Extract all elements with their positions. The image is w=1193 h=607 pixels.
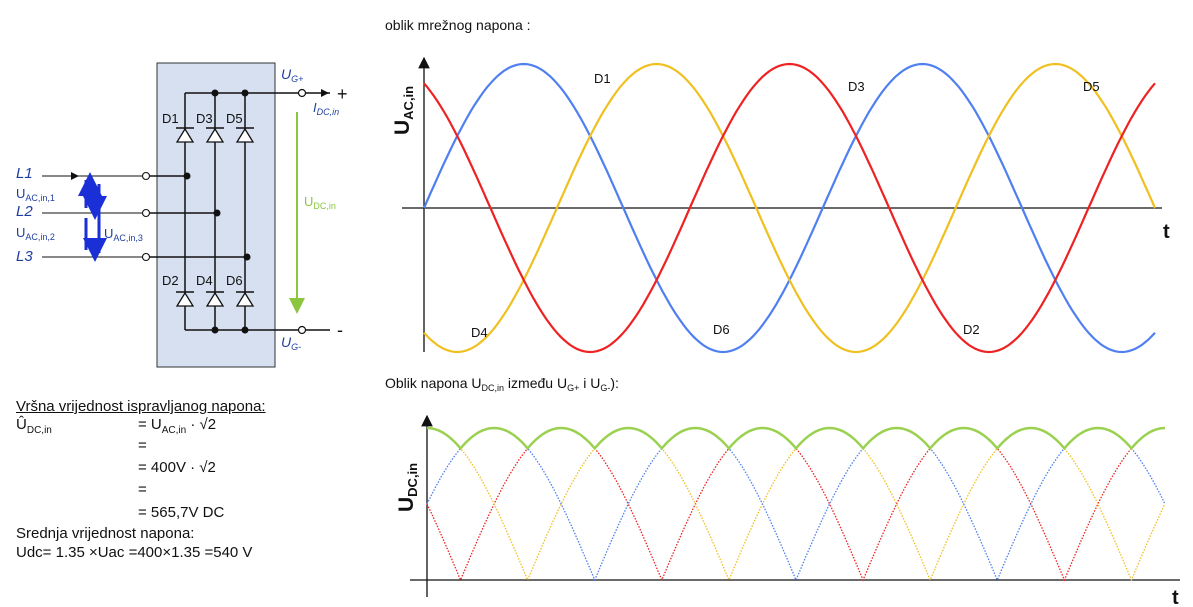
diode-label-d2: D2 [162, 273, 179, 288]
peak-voltage-formula: ÛDC,in = UAC,in · √2 = = 400V · √2 = = 5… [16, 416, 336, 526]
mean-voltage-heading: Srednja vrijednost napona: [16, 525, 195, 542]
annotation-d6: D6 [713, 322, 730, 337]
chart1-x-label: t [1163, 221, 1170, 243]
udc-in-label: UDC,in [304, 194, 336, 211]
formula-row-5: = 565,7V DC [138, 504, 225, 521]
ug-plus-terminal [297, 88, 307, 98]
series-abs_phase1-line [426, 427, 1166, 582]
annotation-d2: D2 [963, 322, 980, 337]
uac-in-1-label: UAC,in,1 [16, 186, 55, 203]
diode-label-d3: D3 [196, 111, 213, 126]
formula-row-3: = 400V · √2 [138, 459, 216, 476]
minus-sign: - [337, 320, 343, 340]
idc-in-label: IDC,in [313, 100, 339, 117]
annotation-d1: D1 [594, 71, 611, 86]
uac-in-2-label: UAC,in,2 [16, 225, 55, 242]
ug-plus-label: UG+ [281, 66, 303, 84]
diode-label-d5: D5 [226, 111, 243, 126]
chart2-x-label: t [1172, 587, 1179, 607]
annotation-d5: D5 [1083, 79, 1100, 94]
uac-in-3-label: UAC,in,3 [104, 226, 143, 243]
plus-sign: + [337, 84, 348, 104]
series-abs_phase2-line [426, 427, 1166, 582]
formula-row-4: = [138, 481, 147, 498]
upper-diodes [175, 127, 255, 143]
chart2-title: Oblik napona UDC,in između UG+ i UG-): [385, 375, 619, 393]
mains-voltage-chart: oblik mrežnog napona : t UAC,in D1 D3 D5… [385, 17, 1170, 354]
series-phase3-line [423, 62, 1156, 354]
peak-voltage-heading: Vršna vrijednost ispravljanog napona: [16, 398, 266, 415]
formula-row-1: = UAC,in · √2 [138, 416, 217, 436]
rectifier-circuit: D1 D3 D5 D2 D4 D6 L1 L2 L3 UAC,in,1 UAC,… [16, 62, 348, 368]
chart2-y-label: UDC,in [395, 463, 420, 512]
diode-label-d1: D1 [162, 111, 179, 126]
annotation-d4: D4 [471, 325, 488, 340]
lower-diodes [175, 291, 255, 307]
diode-label-d6: D6 [226, 273, 243, 288]
ug-minus-label: UG- [281, 334, 301, 352]
peak-voltage-symbol: ÛDC,in [16, 416, 52, 436]
series-abs_phase3-line [426, 427, 1166, 582]
diode-label-d4: D4 [196, 273, 213, 288]
ug-minus-terminal [297, 325, 307, 335]
line-label-l2: L2 [16, 203, 33, 220]
mean-voltage-value: Udc= 1.35 ×Uac =400×1.35 =540 V [16, 544, 253, 561]
formula-row-2: = [138, 437, 147, 454]
rectified-voltage-chart: Oblik napona UDC,in između UG+ i UG-): t… [385, 375, 1180, 607]
annotation-d3: D3 [848, 79, 865, 94]
line-label-l1: L1 [16, 165, 33, 182]
series-envelope-line [426, 426, 1166, 451]
line-label-l3: L3 [16, 248, 33, 265]
chart1-y-label: UAC,in [391, 86, 416, 135]
chart1-title: oblik mrežnog napona : [385, 17, 531, 33]
series-phase2-line [423, 62, 1157, 354]
